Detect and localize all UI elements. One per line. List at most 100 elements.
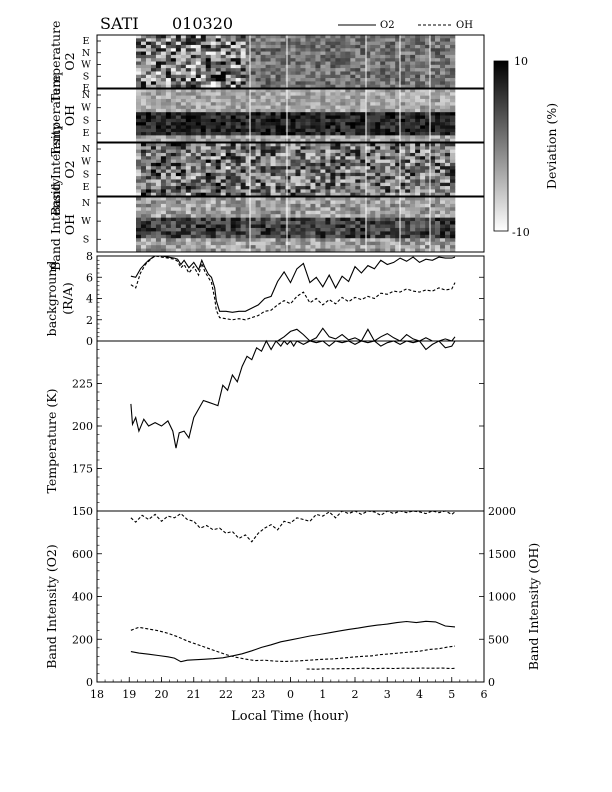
keogram-cell (375, 98, 381, 103)
keogram-cell (165, 98, 172, 103)
keogram-cell (235, 224, 241, 229)
keogram-cell (375, 172, 381, 177)
keogram-cell (190, 197, 197, 201)
keogram-cell (440, 176, 446, 180)
keogram-cell (395, 71, 401, 76)
keogram-cell (235, 102, 241, 106)
keogram-cell (145, 234, 152, 239)
keogram-cell (150, 138, 157, 143)
keogram-cell (160, 192, 167, 197)
keogram-cell (295, 44, 301, 49)
keogram-cell (165, 248, 172, 253)
keogram-cell (345, 210, 351, 215)
keogram-cell (180, 179, 187, 184)
keogram-cell (240, 132, 246, 136)
keogram-cell (215, 169, 222, 174)
keogram-cell (375, 112, 381, 116)
keogram-cell (330, 132, 336, 136)
keogram-cell (235, 135, 241, 139)
keogram-cell (355, 210, 361, 215)
keogram-cell (185, 238, 192, 242)
keogram-cell (340, 159, 346, 164)
keogram-cell (205, 41, 212, 46)
keogram-cell (190, 81, 197, 85)
keogram-cell (310, 241, 316, 246)
keogram-cell (185, 169, 192, 174)
keogram-cell (375, 122, 381, 126)
keogram-cell (425, 192, 431, 197)
keogram-cell (185, 135, 192, 139)
keogram-cell (155, 149, 162, 154)
keogram-cell (170, 68, 177, 72)
keogram-cell (136, 241, 142, 246)
keogram-cell (175, 210, 182, 215)
keogram-cell (245, 245, 251, 249)
keogram-cell (310, 78, 316, 82)
keogram-cell (320, 159, 326, 164)
keogram-cell (395, 207, 401, 212)
keogram-cell (335, 172, 341, 177)
keogram-cell (220, 207, 227, 212)
keogram-cell (305, 138, 311, 143)
keogram-cell (285, 179, 291, 184)
keogram-cell (405, 227, 411, 232)
keogram-cell (230, 112, 236, 116)
keogram-cell (160, 156, 167, 160)
keogram-cell (240, 156, 246, 160)
keogram-cell (310, 38, 316, 42)
keogram-cell (280, 227, 286, 232)
keogram-cell (270, 125, 276, 130)
keogram-cell (440, 68, 446, 72)
keogram-cell (285, 200, 291, 205)
keogram-cell (395, 214, 401, 218)
keogram-cell (136, 112, 142, 116)
keogram-cell (315, 162, 321, 167)
keogram-cell (270, 128, 276, 133)
keogram-cell (435, 189, 441, 193)
keogram-cell (255, 35, 261, 39)
keogram-cell (136, 169, 142, 174)
keogram-cell (265, 35, 271, 39)
keogram-cell (285, 238, 291, 242)
keogram-cell (445, 172, 451, 177)
keogram-cell (345, 51, 351, 56)
keogram-cell (150, 162, 157, 167)
keogram-cell (295, 189, 301, 193)
keogram-cell (320, 241, 326, 246)
keogram-cell (385, 197, 391, 201)
keogram-cell (220, 89, 227, 93)
keogram-cell (440, 207, 446, 212)
keogram-cell (210, 92, 217, 96)
keogram-cell (150, 68, 157, 72)
keogram-cell (315, 182, 321, 187)
keogram-cell (190, 159, 197, 164)
keogram-cell (430, 138, 436, 143)
keogram-cell (325, 234, 331, 239)
keogram-cell (270, 44, 276, 49)
keogram-cell (345, 169, 351, 174)
keogram-cell (425, 51, 431, 56)
keogram-cell (430, 162, 436, 167)
keogram-cell (420, 51, 426, 56)
keogram-cell (175, 135, 182, 139)
keogram-cell (260, 210, 266, 215)
keogram-cell (310, 207, 316, 212)
keogram-cell (310, 122, 316, 126)
keogram-cell (270, 105, 276, 110)
keogram-cell (425, 125, 431, 130)
keogram-cell (350, 74, 356, 79)
keogram-cell (195, 92, 202, 96)
keogram-cell (295, 95, 301, 100)
keogram-cell (350, 210, 356, 215)
keogram-cell (225, 186, 231, 190)
keogram-cell (245, 207, 251, 212)
keogram-cell (265, 122, 271, 126)
keogram-cell (400, 135, 406, 139)
keogram-cell (145, 84, 152, 89)
keogram-cell (275, 143, 281, 147)
keogram-cell (385, 128, 391, 133)
keogram-cell (290, 245, 296, 249)
keogram-cell (300, 61, 306, 66)
keogram-cell (380, 248, 386, 253)
keogram-cell (160, 162, 167, 167)
